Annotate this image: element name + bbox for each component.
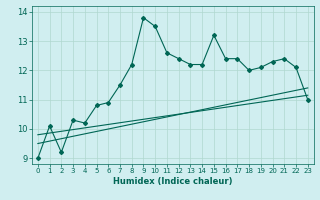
X-axis label: Humidex (Indice chaleur): Humidex (Indice chaleur) (113, 177, 233, 186)
